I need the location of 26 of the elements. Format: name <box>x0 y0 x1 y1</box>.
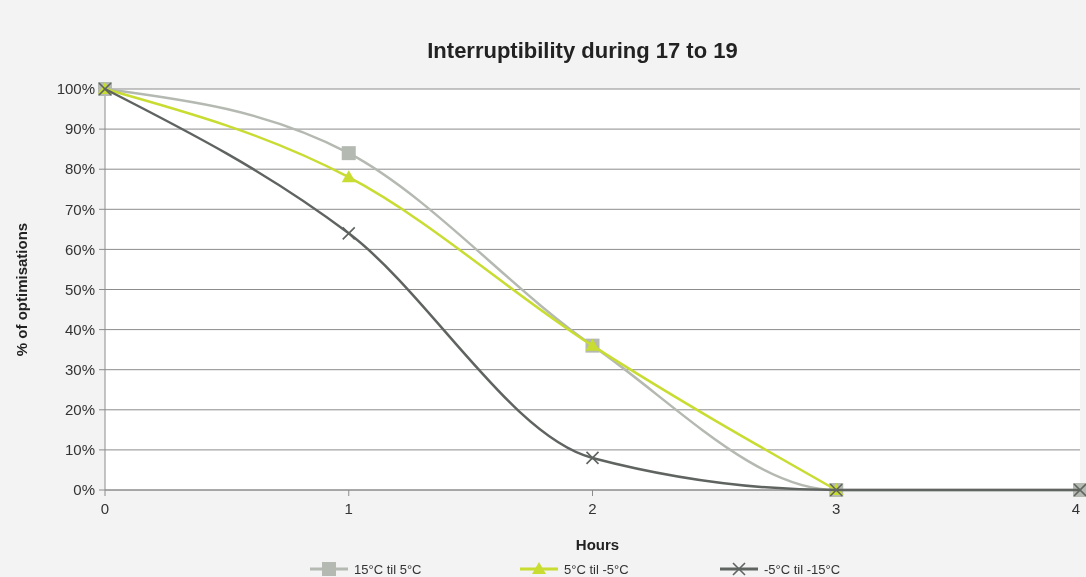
y-tick-label: 10% <box>64 441 95 459</box>
y-tick-label: 40% <box>64 320 95 338</box>
y-tick-label: 20% <box>64 401 95 419</box>
y-tick-label: 80% <box>64 160 95 178</box>
x-tick-label: 0 <box>100 500 110 517</box>
x-tick-label: 3 <box>832 500 841 517</box>
legend-label: -5°C til -15°C <box>764 561 841 577</box>
point <box>341 226 356 241</box>
legend-label: 15°C til 5°C <box>354 561 422 577</box>
chart-title: Interruptibility during 17 to 19 <box>427 38 738 63</box>
x-tick-label: 2 <box>588 500 597 517</box>
y-tick-label: 70% <box>64 200 95 218</box>
y-tick-label: 30% <box>64 360 95 378</box>
x-tick-label: 4 <box>1071 500 1080 517</box>
point <box>341 170 356 183</box>
y-axis-title: % of optimisations <box>13 222 30 357</box>
y-tick-label: 0% <box>73 481 95 499</box>
legend-label: 5°C til -5°C <box>564 561 629 577</box>
x-tick-label: 1 <box>344 500 353 517</box>
x-axis-title: Hours <box>575 536 620 553</box>
y-tick-label: 90% <box>64 120 95 138</box>
y-tick-label: 50% <box>64 280 95 298</box>
point <box>585 451 600 465</box>
point <box>341 146 356 161</box>
y-tick-label: 100% <box>56 80 95 98</box>
y-tick-label: 60% <box>64 240 95 258</box>
